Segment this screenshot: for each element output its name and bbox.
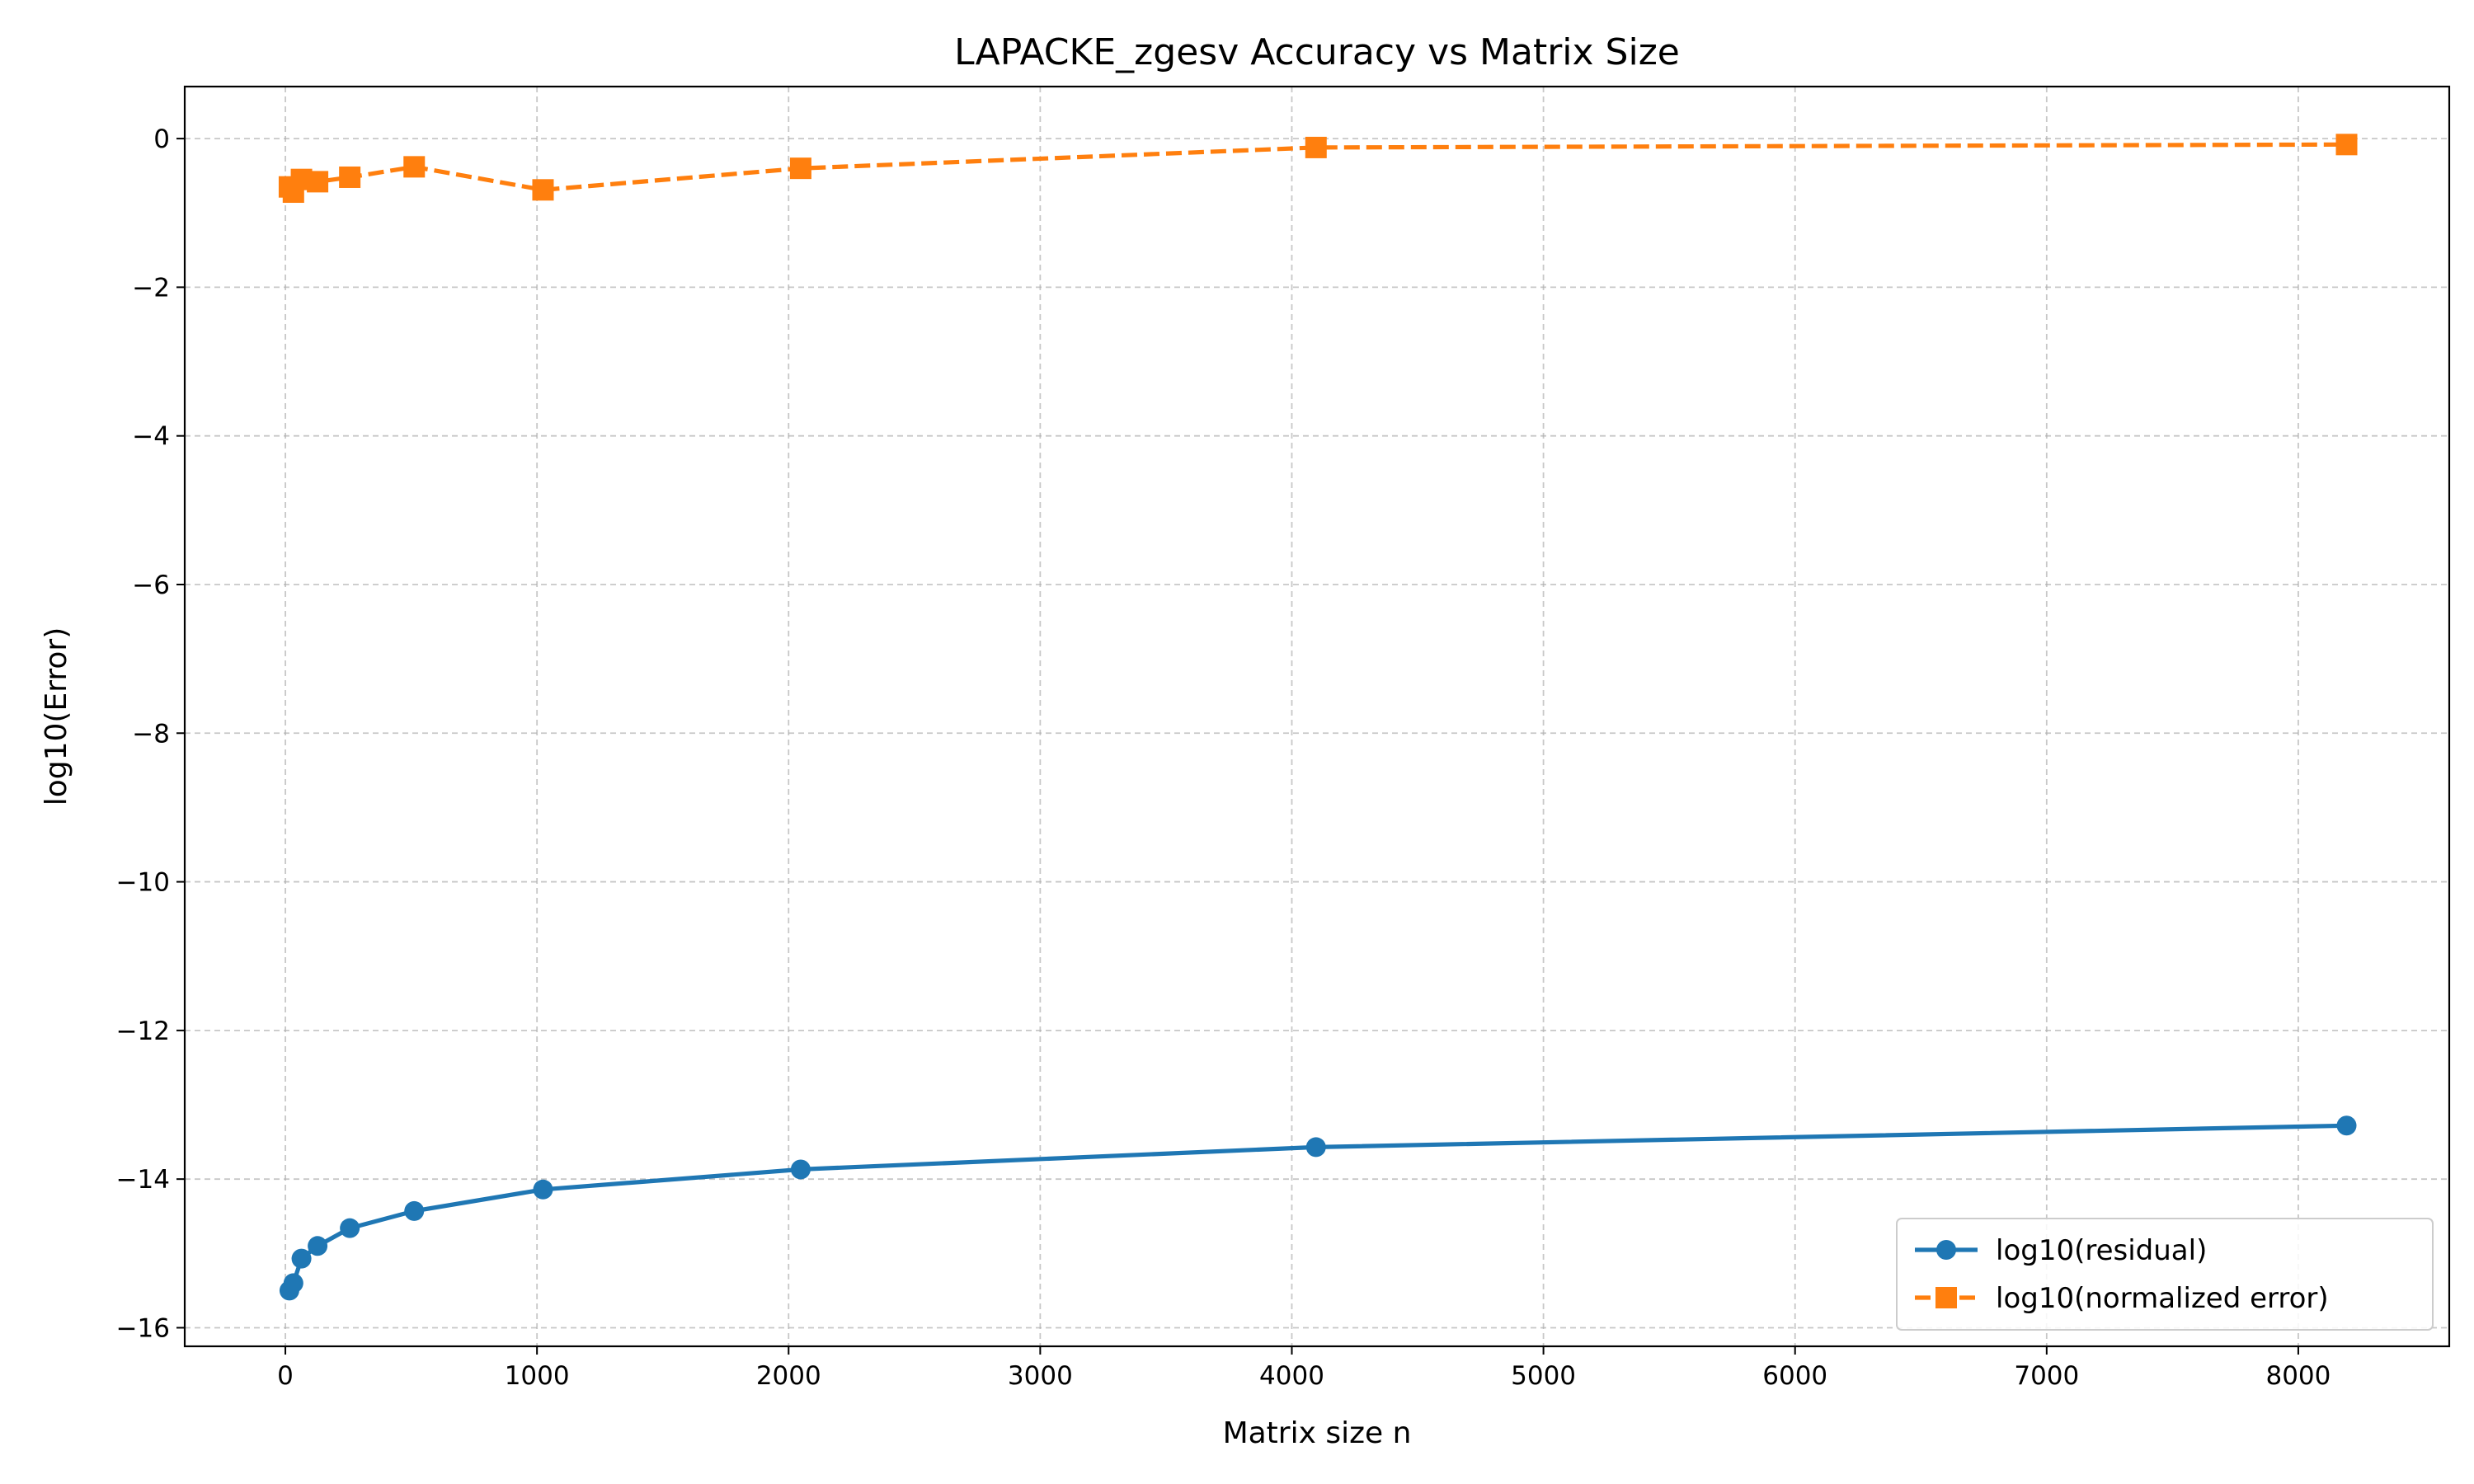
ticks: 0 1000 2000 3000 4000 5000 6000 7000 8000 0 −2 −4 −6… [116,124,2331,1391]
legend-entry: log10(normalized error) [1996,1282,2329,1315]
x-tick-label: 1000 [505,1361,570,1391]
data-point [403,156,426,178]
legend-box [1896,1218,2434,1331]
plot-frame [183,85,2451,1348]
chart-title: LAPACKE_zgesv Accuracy vs Matrix Size [954,31,1680,73]
x-tick-label: 3000 [1008,1361,1073,1391]
data-point [2336,1115,2357,1136]
data-point [340,1218,360,1238]
y-tick-label: −10 [116,868,170,898]
y-tick-label: −12 [116,1017,170,1046]
data-point [404,1200,425,1221]
data-point [789,157,811,180]
legend-marker [1935,1287,1957,1308]
y-tick-label: −16 [116,1313,170,1343]
y-tick-label: −8 [132,719,170,749]
y-tick-label: −6 [132,571,170,600]
grid [185,87,2449,1346]
data-point [291,1248,312,1269]
x-tick-label: 0 [277,1361,294,1391]
series-0 [279,1115,2357,1301]
data-point [1305,136,1327,158]
series-line [287,1123,2347,1292]
x-tick-label: 6000 [1762,1361,1827,1391]
x-tick-label: 2000 [756,1361,821,1391]
legend: log10(residual) log10(normalized error) [1896,1218,2434,1331]
series-1 [278,134,2358,204]
data-point [533,1179,553,1200]
data-point [308,1236,328,1256]
y-tick-label: −4 [132,422,170,452]
x-tick-label: 4000 [1259,1361,1324,1391]
data-point [2335,134,2358,156]
data-point [307,171,329,193]
y-axis-label: log10(Error) [40,627,73,806]
x-tick-label: 7000 [2014,1361,2079,1391]
series-layer [278,134,2358,1301]
data-point [283,1273,303,1294]
x-tick-label: 5000 [1511,1361,1576,1391]
y-tick-label: −14 [116,1165,170,1195]
legend-entry: log10(residual) [1996,1234,2207,1267]
x-tick-label: 8000 [2265,1361,2331,1391]
x-axis-label: Matrix size n [1223,1416,1412,1450]
legend-marker [1936,1240,1956,1260]
data-point [339,166,361,188]
y-tick-label: 0 [153,124,170,154]
data-point [1305,1137,1326,1158]
data-point [532,179,554,201]
data-point [790,1159,811,1180]
y-tick-label: −2 [132,273,170,303]
